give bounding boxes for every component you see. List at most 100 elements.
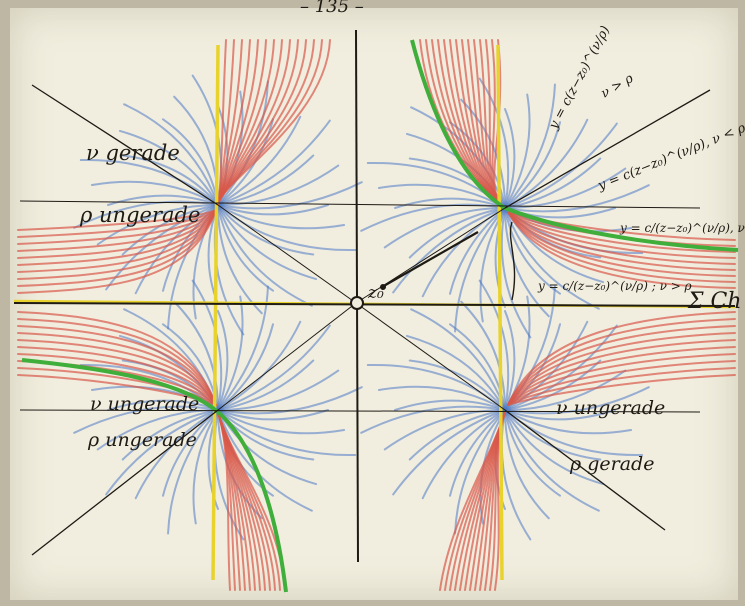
formula-3: y = c/(z−z₀)^(ν/ρ), ν < ρ [619, 221, 745, 235]
pencil-stroke [217, 119, 331, 206]
arrow-dot [380, 284, 386, 290]
pencil-stroke [504, 184, 650, 213]
pencil-stroke [504, 310, 516, 411]
center-point-marker [350, 296, 364, 310]
pencil-stroke [507, 311, 736, 406]
pencil-stroke [449, 323, 506, 411]
pencil-stroke [504, 207, 561, 295]
pencil-stroke [121, 204, 219, 256]
pencil-stroke [90, 180, 219, 206]
pencil-stroke [17, 311, 217, 406]
pencil-stroke [17, 209, 217, 245]
pencil-stroke [504, 409, 616, 421]
pencil-stroke [107, 194, 219, 206]
pencil-stroke [507, 211, 736, 259]
pencil-stroke [507, 211, 736, 277]
pencil-stroke [504, 409, 605, 486]
pencil-stroke [449, 121, 506, 209]
pencil-stroke [121, 154, 219, 206]
pencil-stroke [217, 204, 346, 230]
pencil-stroke [507, 211, 736, 253]
pencil-stroke [507, 325, 736, 406]
pencil-stroke [504, 83, 556, 209]
pencil-stroke [500, 409, 532, 541]
pencil-stroke [17, 209, 217, 259]
pencil-stroke [17, 209, 217, 252]
label-right-axis: Σ Ch [687, 289, 742, 314]
green-curve-lower-left [21, 358, 288, 593]
pencil-stroke [392, 207, 506, 294]
formula-1: y = c(z−z₀)^(ν/ρ) [546, 24, 614, 133]
pencil-stroke [449, 207, 506, 295]
pencil-stroke [217, 359, 315, 411]
pencil-stroke [217, 154, 315, 206]
pencil-stroke [504, 122, 618, 209]
pencil-stroke [500, 207, 532, 339]
pencil-stroke [17, 209, 217, 280]
pencil-stroke [460, 300, 507, 411]
pencil-stroke [217, 164, 340, 207]
pencil-stroke [377, 183, 506, 209]
pencil-stroke [217, 115, 302, 206]
pencil-stroke [507, 353, 736, 406]
pencil-stroke [383, 206, 506, 249]
pencil-stroke [107, 399, 219, 411]
pencil-stroke [79, 159, 219, 206]
pencil-stroke [507, 211, 736, 271]
pencil-stroke [217, 204, 313, 307]
formula-2: y = c(z−z₀)^(ν/ρ), ν < ρ [595, 121, 745, 194]
label-rho-ungerade-bottom-left: ρ ungerade [87, 429, 197, 451]
pencil-stroke [17, 209, 217, 294]
pencil-stroke [360, 405, 506, 434]
label-nu-ungerade-bottom-right: ν ungerade [556, 397, 665, 419]
pencil-stroke [191, 279, 223, 411]
pencil-stroke [17, 353, 217, 406]
pencil-stroke [17, 318, 217, 406]
pencil-stroke [118, 129, 219, 206]
pencil-stroke [504, 93, 531, 209]
pencil-stroke [504, 409, 600, 512]
pencil-stroke [507, 346, 736, 406]
pencil-stroke [449, 409, 506, 497]
pencil-stroke [217, 204, 274, 292]
pencil-stroke [504, 359, 602, 411]
pencil-stroke [17, 209, 217, 266]
pencil-stroke [96, 203, 219, 246]
formula-1b: ν > ρ [599, 71, 637, 102]
pencil-stroke [217, 409, 357, 456]
label-rho-ungerade-top-left: ρ ungerade [79, 203, 200, 227]
yellow-asymptote-left [211, 44, 220, 581]
pencil-stroke [17, 209, 217, 231]
pencil-stroke [507, 318, 736, 406]
pencil-stroke [503, 409, 550, 520]
pencil-stroke [421, 409, 506, 500]
formula-4: y = c/(z−z₀)^(ν/ρ) ; ν > ρ [537, 279, 692, 293]
page-number: – 135 – [300, 0, 364, 17]
pencil-stroke [162, 409, 219, 497]
pencil-stroke [217, 324, 331, 411]
pencil-stroke [17, 367, 217, 406]
pencil-stroke [478, 77, 510, 209]
pencil-stroke [217, 118, 274, 206]
pencil-stroke [217, 181, 363, 210]
pencil-stroke [504, 121, 561, 209]
pencil-stroke [173, 300, 220, 411]
pencil-stroke [454, 207, 506, 333]
pencil-stroke [167, 409, 219, 535]
pencil-stroke [17, 332, 217, 406]
pencil-stroke [507, 367, 736, 406]
pencil-stroke [504, 386, 650, 415]
pencil-stroke [507, 374, 736, 406]
pencil-stroke [507, 360, 736, 406]
pencil-stroke [394, 197, 506, 209]
pencil-stroke [454, 409, 506, 535]
pencil-stroke [17, 209, 217, 238]
pencil-stroke [504, 108, 516, 209]
label-center-z0: z₀ [367, 283, 384, 303]
yellow-asymptote-right [496, 44, 504, 581]
pencil-stroke [408, 409, 506, 461]
pencil-stroke [217, 369, 340, 412]
pencil-stroke [504, 157, 602, 209]
pencil-stroke [507, 211, 736, 265]
label-nu-ungerade-bottom-left: ν ungerade [90, 393, 199, 415]
